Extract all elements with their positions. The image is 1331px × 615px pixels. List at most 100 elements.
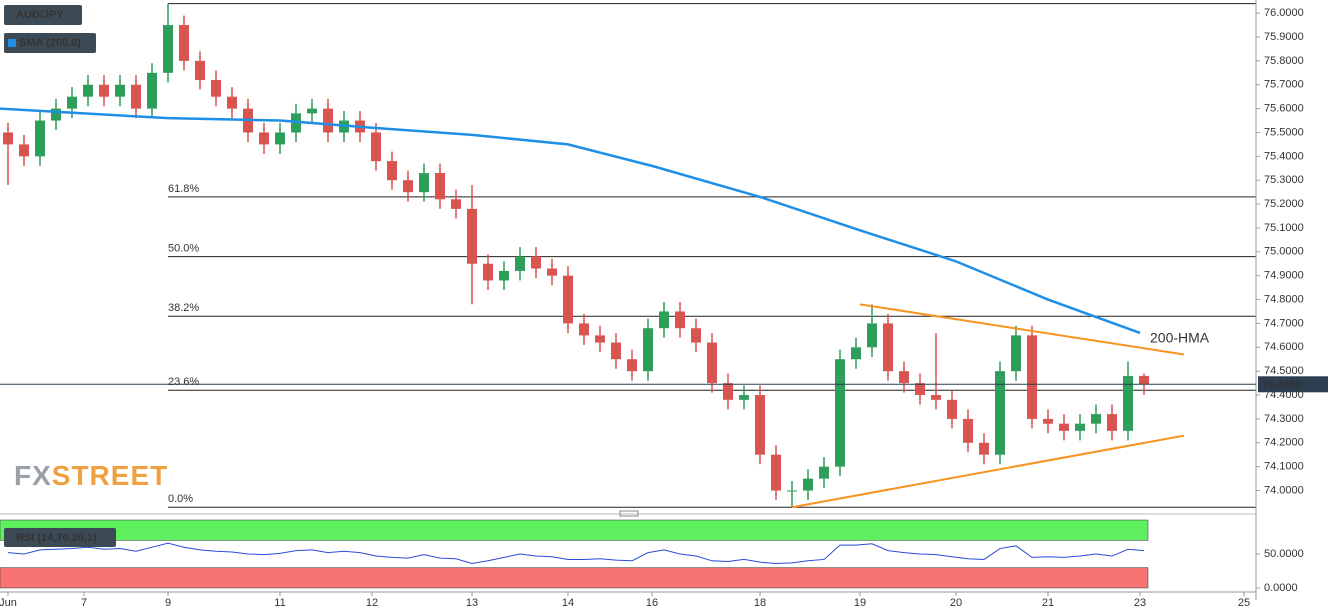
candle-body [979, 442, 989, 455]
y-tick-label: 75.4000 [1264, 150, 1304, 162]
candle-body [259, 132, 269, 145]
candle-body [899, 371, 909, 384]
candle-body [739, 395, 749, 400]
x-tick-label: 16 [646, 597, 658, 609]
x-tick-label: 23 [1134, 597, 1146, 609]
candle-body [515, 256, 525, 271]
candle-body [179, 25, 189, 61]
candle-body [403, 180, 413, 193]
watermark-part: STREET [52, 460, 168, 491]
candle-body [947, 399, 957, 419]
candle-body [707, 342, 717, 384]
y-tick-label: 74.3000 [1264, 413, 1304, 425]
candle-body [435, 173, 445, 200]
candle-body [163, 25, 173, 73]
fib-label: 50.0% [168, 243, 199, 255]
y-tick-label: 75.1000 [1264, 222, 1304, 234]
candle-body [83, 84, 93, 97]
y-tick-label: 75.6000 [1264, 103, 1304, 115]
x-tick-label: 12 [366, 597, 378, 609]
y-tick-label: 76.0000 [1264, 7, 1304, 19]
x-tick-label: 18 [754, 597, 766, 609]
candle-body [787, 490, 797, 492]
y-tick-label: 74.5000 [1264, 365, 1304, 377]
candle-body [51, 108, 61, 121]
candle-body [67, 96, 77, 109]
hma-label: 200-HMA [1150, 330, 1210, 346]
candle-body [563, 275, 573, 324]
y-tick-label: 74.6000 [1264, 341, 1304, 353]
candle-body [371, 132, 381, 162]
hma-line [0, 107, 1141, 335]
candle-body [995, 371, 1005, 455]
candle-body [1059, 423, 1069, 431]
pane-handle [619, 510, 639, 517]
candle-body [691, 328, 701, 343]
x-tick-label: Jun [0, 597, 17, 609]
candle-body [307, 108, 317, 114]
candle-body [323, 108, 333, 133]
x-tick-label: 11 [274, 597, 285, 609]
candle-body [883, 323, 893, 372]
watermark-part: FX [14, 460, 52, 491]
candle-body [3, 132, 13, 145]
y-tick-label: 74.8000 [1264, 293, 1304, 305]
candle-body [1043, 418, 1053, 424]
legend-box [4, 528, 116, 547]
candle-body [547, 268, 557, 276]
candle-body [1075, 423, 1085, 431]
y-tick-label: 74.2000 [1264, 437, 1304, 449]
candle-body [275, 132, 285, 145]
trend-line [859, 303, 1185, 356]
candle-body [851, 347, 861, 360]
legend-overlay: SMA (200,0) [19, 37, 81, 49]
rsi-line [7, 542, 1145, 565]
y-tick-label: 50.0000 [1264, 548, 1304, 560]
y-tick-label: 75.7000 [1264, 79, 1304, 91]
candle-body [1107, 414, 1117, 431]
candle-body [1123, 375, 1133, 431]
x-tick-label: 25 [1238, 597, 1250, 609]
y-tick-label: 75.2000 [1264, 198, 1304, 210]
watermark: FXSTREET [14, 460, 168, 491]
y-tick-label: 74.0000 [1264, 484, 1304, 496]
candle-body [643, 328, 653, 372]
fib-label: 100.0% [168, 0, 206, 1]
legend-box [4, 5, 82, 25]
fib-label: 61.8% [168, 183, 199, 195]
candle-body [419, 173, 429, 193]
y-tick-label: 75.5000 [1264, 126, 1304, 138]
candle-body [499, 270, 509, 281]
legend-title: AUD/JPY [16, 9, 64, 21]
candle-body [115, 84, 125, 97]
y-tick-label: 74.1000 [1264, 461, 1304, 473]
legend-swatch [8, 39, 16, 47]
candle-body [915, 383, 925, 396]
candle-body [627, 359, 637, 372]
candle-body [1139, 375, 1149, 385]
rsi-band [0, 519, 1149, 541]
last-price-label: 74.4450 [1262, 379, 1302, 391]
candle-body [1027, 335, 1037, 419]
y-tick-label: 74.9000 [1264, 270, 1304, 282]
x-tick-label: 20 [950, 597, 962, 609]
candle-body [867, 323, 877, 348]
candle-body [931, 395, 941, 400]
y-tick-label: 75.8000 [1264, 55, 1304, 67]
last-price-box [1258, 376, 1328, 393]
candle-body [675, 311, 685, 329]
candle-body [835, 359, 845, 467]
candle-body [531, 256, 541, 269]
x-tick-label: 13 [466, 597, 478, 609]
candle-body [99, 84, 109, 97]
candle-body [803, 478, 813, 491]
candle-body [819, 466, 829, 479]
y-tick-label: 74.7000 [1264, 317, 1304, 329]
candle-body [147, 72, 157, 109]
candle-body [467, 208, 477, 264]
x-tick-label: 21 [1042, 597, 1054, 609]
candle-body [1011, 335, 1021, 372]
